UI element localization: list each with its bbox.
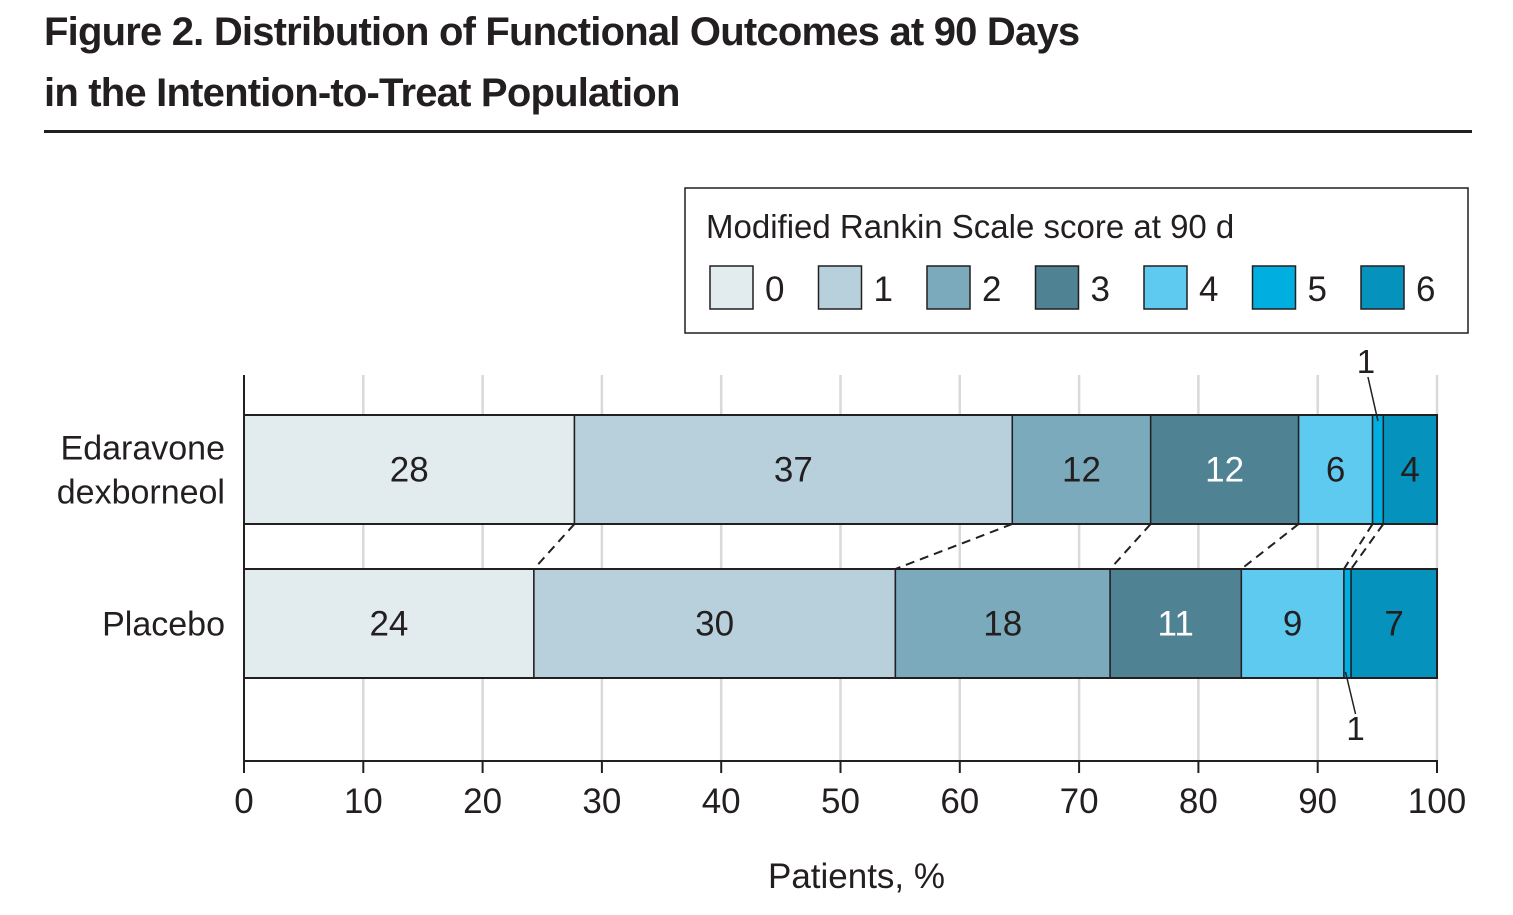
x-tick-label: 0: [234, 782, 253, 821]
category-label: Placebo: [102, 606, 225, 644]
x-axis-title: Patients, %: [768, 857, 945, 896]
legend-swatch: [1143, 265, 1188, 310]
x-tick-label: 30: [582, 782, 621, 821]
x-tick-label: 90: [1298, 782, 1337, 821]
legend-label: 0: [765, 270, 784, 309]
legend-swatch: [817, 265, 863, 310]
data-label: 7: [1384, 605, 1403, 644]
bar-segment: [1149, 414, 1300, 525]
x-tick-label: 70: [1060, 782, 1099, 821]
x-tick-label: 40: [702, 782, 741, 821]
bar-segment: [1109, 568, 1243, 679]
data-label: 11: [1158, 605, 1194, 644]
legend-label: 5: [1308, 270, 1327, 309]
callout-label: 1: [1346, 710, 1364, 747]
legend-label: 6: [1416, 270, 1435, 309]
bar-segment: [1371, 414, 1385, 525]
data-label: 9: [1283, 605, 1302, 644]
bar-segment: [243, 414, 576, 525]
figure-title: Figure 2. Distribution of Functional Out…: [44, 2, 1464, 124]
figure-title-line-1: Figure 2. Distribution of Functional Out…: [44, 10, 1080, 54]
connector-line: [533, 523, 576, 570]
bar-segment: [533, 568, 897, 679]
connector-line: [895, 523, 1013, 570]
category-label: Edaravone: [61, 430, 225, 468]
axis-layer: 0 10 20 30 40 50 60 70 80 90 100 Patients, % Edaravo…: [57, 375, 1466, 896]
data-label: 6: [1326, 451, 1345, 490]
connector-line: [1240, 523, 1300, 570]
x-tick-label: 20: [463, 782, 502, 821]
bar-segment: [1011, 414, 1152, 525]
category-label: dexborneol: [57, 474, 225, 512]
x-tick-label: 10: [344, 782, 383, 821]
legend-swatch: [709, 265, 754, 310]
bars-layer: 28 37 12 12 6 424 30 18 11 9 711: [243, 343, 1438, 747]
data-label: 18: [983, 605, 1022, 644]
data-label: 37: [774, 451, 813, 490]
legend-label: 2: [982, 270, 1001, 309]
x-tick-label: 50: [821, 782, 860, 821]
x-tick-label: 80: [1179, 782, 1218, 821]
bar-segment: [1350, 568, 1438, 679]
callout-leader: [1367, 376, 1379, 422]
bar-segment: [243, 568, 535, 679]
legend: Modified Rankin Scale score at 90 d 0 1 2 3…: [684, 187, 1469, 334]
bar-segment: [1343, 568, 1352, 679]
legend-label: 4: [1199, 270, 1218, 309]
x-tick-label: 100: [1408, 782, 1466, 821]
legend-swatch: [926, 265, 971, 310]
figure-title-line-2: in the Intention-to-Treat Population: [44, 71, 680, 115]
data-label: 4: [1400, 451, 1419, 490]
legend-label: 1: [874, 270, 893, 309]
connector-line: [1343, 523, 1374, 570]
legend-swatch: [1034, 265, 1080, 310]
data-label: 12: [1205, 451, 1244, 490]
data-label: 30: [695, 605, 734, 644]
callout-label: 1: [1357, 343, 1375, 380]
bar-segment: [894, 568, 1111, 679]
bar-segment: [573, 414, 1014, 525]
data-label: 12: [1062, 451, 1101, 490]
connector-line: [1109, 523, 1152, 570]
title-rule: [44, 130, 1472, 133]
legend-swatch: [1251, 265, 1297, 310]
data-label: 24: [369, 605, 408, 644]
callout-leader: [1344, 671, 1357, 715]
legend-title: Modified Rankin Scale score at 90 d: [706, 208, 1234, 245]
bar-segment: [1297, 414, 1374, 525]
data-label: 28: [390, 451, 429, 490]
x-tick-label: 60: [940, 782, 979, 821]
connector-line: [1350, 523, 1385, 570]
legend-swatch: [1360, 265, 1405, 310]
legend-label: 3: [1091, 270, 1110, 309]
